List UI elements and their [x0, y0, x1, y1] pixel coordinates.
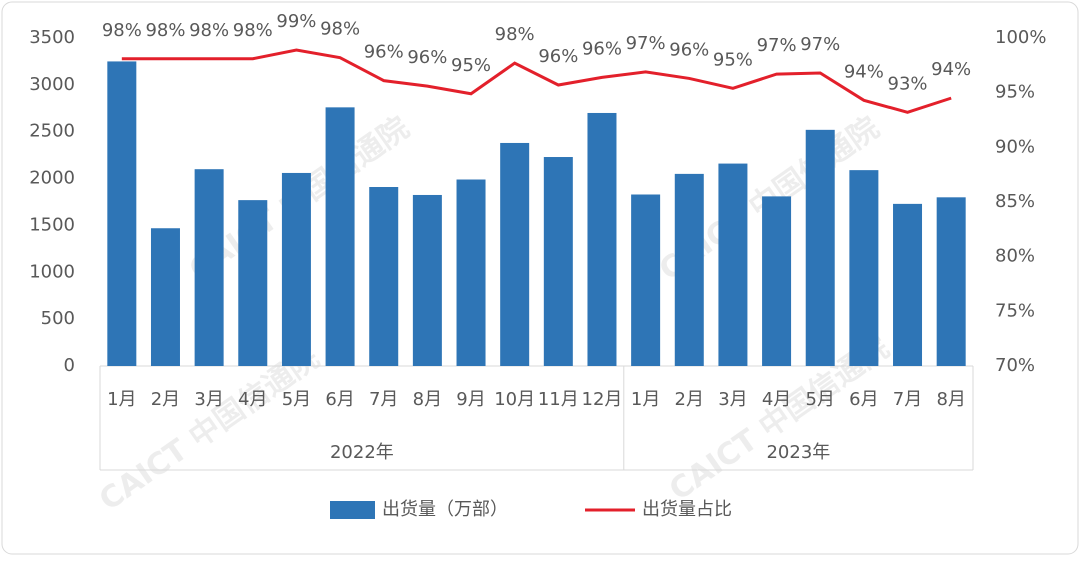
bar — [325, 107, 355, 366]
data-label: 95% — [713, 49, 753, 70]
y2-tick-label: 95% — [995, 82, 1035, 103]
y2-tick-label: 70% — [995, 355, 1035, 376]
x-tick-label: 6月 — [325, 389, 354, 410]
data-label: 96% — [582, 38, 622, 59]
y2-tick-label: 80% — [995, 246, 1035, 267]
data-label: 98% — [233, 20, 273, 41]
group-label: 2022年 — [330, 442, 394, 463]
bar — [936, 197, 966, 366]
bar — [238, 200, 268, 366]
data-label: 94% — [931, 59, 971, 80]
bar — [150, 228, 180, 366]
bar — [369, 187, 399, 366]
bar — [543, 157, 573, 366]
data-label: 94% — [844, 61, 884, 82]
data-label: 95% — [451, 55, 491, 76]
y-tick-label: 2500 — [29, 121, 75, 142]
y-tick-label: 1500 — [29, 214, 75, 235]
x-tick-label: 2月 — [675, 389, 704, 410]
x-tick-label: 7月 — [893, 389, 922, 410]
bar — [412, 194, 442, 366]
x-tick-label: 4月 — [238, 389, 267, 410]
data-label: 98% — [102, 20, 142, 41]
data-label: 97% — [626, 33, 666, 54]
x-tick-label: 8月 — [936, 389, 965, 410]
y-tick-label: 0 — [64, 355, 75, 376]
y-tick-label: 2000 — [29, 168, 75, 189]
x-tick-label: 1月 — [631, 389, 660, 410]
data-label: 96% — [538, 46, 578, 67]
y2-tick-label: 85% — [995, 191, 1035, 212]
bar — [194, 169, 224, 366]
data-label: 98% — [189, 20, 229, 41]
data-label: 98% — [145, 20, 185, 41]
y-tick-label: 3500 — [29, 27, 75, 48]
data-label: 97% — [800, 34, 840, 55]
x-tick-label: 12月 — [582, 389, 623, 410]
line — [121, 48, 952, 114]
y2-tick-label: 100% — [995, 27, 1046, 48]
bar — [849, 170, 879, 366]
x-tick-label: 7月 — [369, 389, 398, 410]
y-tick-label: 1000 — [29, 261, 75, 282]
x-tick-label: 3月 — [718, 389, 747, 410]
bar — [456, 179, 486, 366]
y-tick-label: 500 — [41, 308, 75, 329]
bar — [281, 172, 311, 366]
y2-tick-label: 90% — [995, 136, 1035, 157]
x-tick-label: 10月 — [494, 389, 535, 410]
data-label: 93% — [888, 73, 928, 94]
bar — [587, 112, 617, 366]
data-label: 96% — [364, 42, 404, 63]
bar — [631, 194, 661, 366]
x-tick-label: 6月 — [849, 389, 878, 410]
y-tick-label: 3000 — [29, 74, 75, 95]
bar — [107, 61, 137, 367]
legend-label: 出货量（万部） — [382, 499, 508, 520]
data-label: 96% — [669, 39, 709, 60]
data-label: 98% — [320, 19, 360, 40]
data-label: 99% — [276, 11, 316, 32]
legend-swatch — [330, 501, 375, 519]
bar — [805, 129, 835, 366]
bar — [893, 203, 923, 366]
bar — [718, 163, 748, 366]
bar — [674, 173, 704, 366]
group-label: 2023年 — [766, 442, 830, 463]
legend-label: 出货量占比 — [642, 499, 732, 520]
data-label: 96% — [407, 47, 447, 68]
x-tick-label: 9月 — [456, 389, 485, 410]
y2-tick-label: 75% — [995, 300, 1035, 321]
bar — [762, 196, 792, 366]
data-label: 98% — [495, 24, 535, 45]
x-tick-label: 5月 — [805, 389, 834, 410]
x-tick-label: 3月 — [194, 389, 223, 410]
x-tick-label: 8月 — [413, 389, 442, 410]
x-tick-label: 2月 — [151, 389, 180, 410]
data-label: 97% — [757, 35, 797, 56]
x-tick-label: 4月 — [762, 389, 791, 410]
x-tick-label: 11月 — [538, 389, 579, 410]
x-tick-label: 1月 — [107, 389, 136, 410]
x-tick-label: 5月 — [282, 389, 311, 410]
bar — [500, 142, 530, 366]
